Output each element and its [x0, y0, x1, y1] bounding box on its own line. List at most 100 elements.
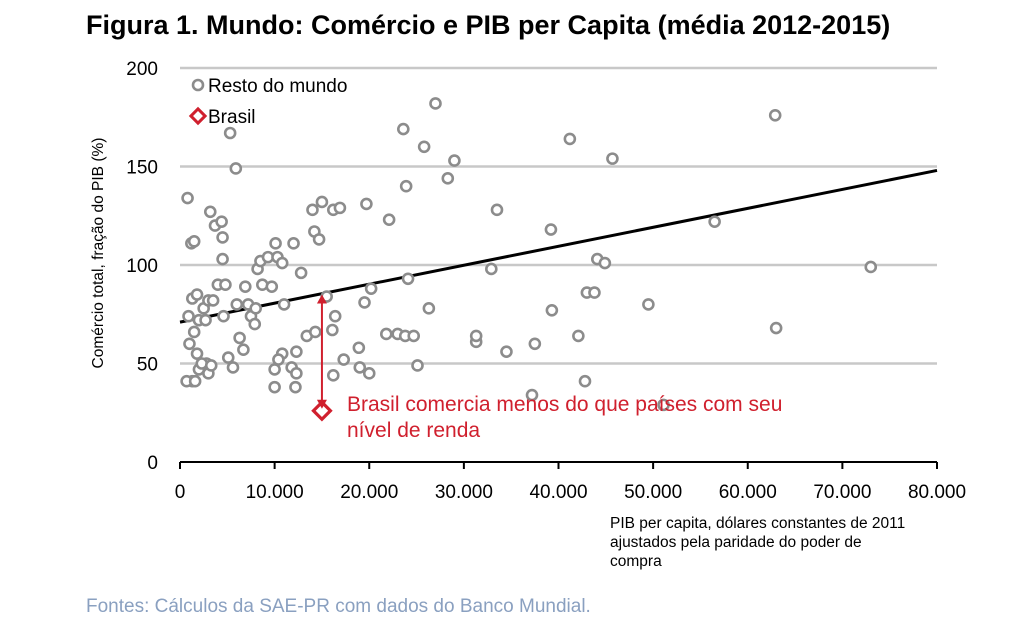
x-tick-label: 30.000 — [435, 482, 493, 503]
world-point — [397, 122, 410, 136]
world-point — [183, 337, 196, 351]
world-point — [362, 367, 376, 380]
world-point — [312, 233, 326, 246]
world-point — [230, 298, 244, 311]
world-point — [204, 359, 218, 372]
world-point — [289, 380, 302, 394]
world-point — [277, 298, 291, 311]
world-point — [429, 97, 442, 110]
source-note: Fontes: Cálculos da SAE-PR com dados do … — [86, 596, 591, 617]
world-point — [309, 325, 322, 339]
brasil-point — [311, 400, 333, 422]
world-point — [352, 341, 366, 355]
x-axis-title-line: PIB per capita, dólares constantes de 20… — [610, 515, 905, 532]
world-point — [229, 162, 243, 175]
world-point — [411, 359, 424, 372]
world-point — [657, 398, 670, 412]
world-point — [358, 296, 371, 309]
world-point — [287, 237, 300, 250]
world-point — [769, 321, 783, 335]
world-point — [217, 309, 230, 323]
world-point — [333, 201, 347, 215]
world-point — [221, 351, 235, 364]
world-point — [290, 367, 303, 380]
world-point — [206, 294, 220, 307]
world-point — [407, 329, 421, 343]
world-point — [768, 108, 782, 122]
world-point — [382, 213, 396, 226]
world-point — [248, 317, 262, 331]
world-point — [441, 172, 455, 185]
world-point — [233, 331, 246, 345]
world-point — [545, 304, 559, 317]
world-point — [190, 288, 204, 301]
axes: 0 50 100 150 200 0 10.000 20.000 30.000 40.000 50.… — [90, 59, 966, 570]
world-point — [326, 369, 340, 382]
world-point — [708, 215, 721, 228]
world-point — [203, 205, 217, 219]
data-points — [180, 97, 878, 422]
world-point — [544, 223, 558, 236]
world-point — [188, 374, 202, 388]
world-point — [249, 302, 262, 315]
legend-brasil-label: Brasil — [208, 107, 256, 128]
gap-arrow-head-bottom — [316, 399, 327, 409]
x-axis-title-line: ajustados pela paridade do poder de — [610, 534, 862, 551]
world-point — [268, 363, 281, 376]
x-tick-label: 60.000 — [719, 482, 777, 503]
world-point — [294, 266, 308, 280]
world-point — [563, 132, 577, 146]
world-point — [588, 286, 601, 299]
legend: Resto do mundo Brasil — [188, 76, 347, 128]
trend-line — [179, 168, 938, 324]
world-point — [528, 337, 542, 351]
world-point — [219, 278, 232, 292]
annotation-text-line: Brasil comercia menos do que países com … — [347, 393, 782, 416]
world-point — [364, 282, 378, 295]
world-point — [399, 179, 413, 193]
x-tick-label: 10.000 — [246, 482, 304, 503]
world-point — [272, 353, 285, 366]
annotation-layer: Brasil comercia menos do que países com … — [316, 294, 782, 442]
y-tick-label: 0 — [147, 453, 158, 474]
x-tick-label: 20.000 — [340, 482, 398, 503]
world-point — [525, 388, 539, 402]
world-point — [864, 260, 878, 274]
world-point — [238, 280, 252, 293]
world-point — [265, 280, 279, 293]
gap-arrow-head-top — [316, 294, 327, 304]
world-point — [485, 262, 498, 276]
trend-line-layer — [179, 168, 938, 324]
grid-lines — [180, 66, 937, 365]
world-point — [422, 302, 436, 315]
world-point — [315, 195, 329, 209]
world-point — [448, 154, 461, 167]
y-tick-label: 150 — [126, 158, 158, 179]
world-point — [337, 353, 351, 366]
world-point — [190, 347, 204, 360]
world-point — [199, 313, 212, 327]
world-point — [187, 325, 201, 339]
y-tick-label: 50 — [137, 355, 158, 376]
world-point — [401, 272, 415, 286]
legend-world-label: Resto do mundo — [208, 76, 347, 97]
world-point — [226, 361, 240, 374]
world-point — [269, 237, 282, 250]
x-tick-label: 80.000 — [908, 482, 966, 503]
world-point — [379, 327, 393, 341]
world-point — [598, 256, 612, 270]
chart-title: Figura 1. Mundo: Comércio e PIB per Capi… — [86, 10, 891, 40]
world-point — [578, 374, 592, 388]
world-point — [181, 191, 194, 205]
world-point — [306, 203, 319, 217]
x-tick-label: 40.000 — [529, 482, 587, 503]
world-point — [326, 323, 339, 337]
x-tick-label: 70.000 — [813, 482, 871, 503]
x-axis-title-line: compra — [610, 553, 662, 570]
world-point — [417, 140, 431, 154]
world-point — [572, 329, 585, 343]
legend-brasil-marker — [188, 106, 208, 126]
x-tick-label: 0 — [175, 482, 186, 503]
world-point — [182, 309, 195, 323]
